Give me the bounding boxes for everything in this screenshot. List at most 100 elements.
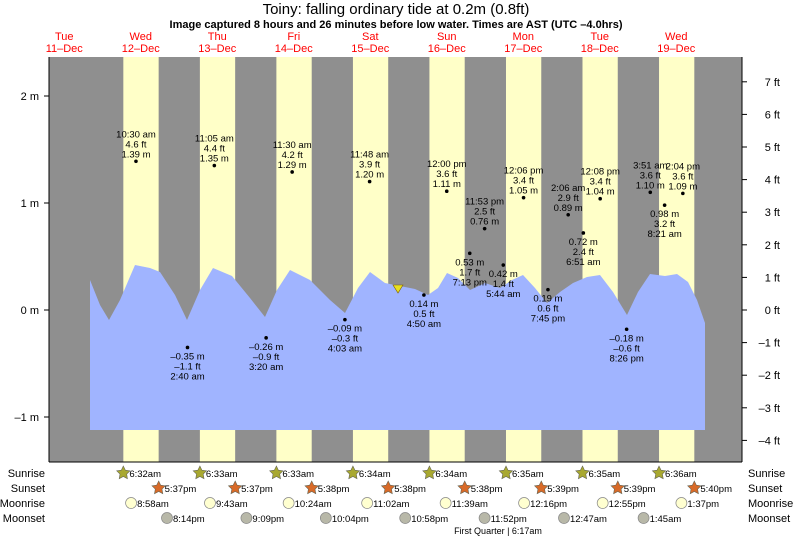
row-event-time: 5:39pm bbox=[547, 484, 579, 495]
high-tide-point bbox=[482, 226, 487, 231]
row-event-time: 1:37pm bbox=[687, 499, 719, 510]
high-tide-point bbox=[444, 189, 449, 194]
row-event-time: 10:58pm bbox=[411, 514, 448, 525]
extreme-m: 1.39 m bbox=[121, 149, 150, 160]
high-tide-point bbox=[290, 170, 294, 174]
low-tide-point bbox=[624, 327, 629, 332]
moonrise-icon bbox=[204, 497, 216, 509]
chart-subtitle: Image captured 8 hours and 26 minutes be… bbox=[170, 19, 623, 31]
extreme-ft: 1.4 ft bbox=[493, 279, 514, 290]
extreme-time: 3:51 am bbox=[633, 160, 667, 171]
row-label-right: Moonset bbox=[748, 513, 790, 525]
water-level-area bbox=[90, 265, 705, 430]
row-event-time: 10:24am bbox=[295, 499, 332, 510]
row-event-time: 6:35am bbox=[588, 469, 620, 480]
extreme-m: 0.42 m bbox=[489, 269, 518, 280]
sunset-icon bbox=[151, 480, 166, 495]
extreme-time: 2:06 am bbox=[551, 183, 585, 194]
extreme-time: 4:03 am bbox=[328, 344, 362, 355]
right-tick-label: –4 ft bbox=[759, 435, 780, 447]
day-date: 18–Dec bbox=[581, 43, 619, 55]
sunrise-icon bbox=[498, 465, 514, 480]
extreme-m: 1.05 m bbox=[509, 186, 538, 197]
day-date: 16–Dec bbox=[428, 43, 466, 55]
extreme-time: 2:40 am bbox=[170, 371, 204, 382]
extreme-time: 12:00 pm bbox=[427, 159, 467, 170]
moonset-icon bbox=[478, 512, 491, 524]
left-tick-label: –1 m bbox=[15, 412, 39, 424]
extreme-ft: 3.6 ft bbox=[672, 171, 693, 182]
low-tide-point bbox=[467, 251, 472, 256]
extreme-ft: 4.4 ft bbox=[204, 144, 225, 155]
right-tick-label: –1 ft bbox=[759, 338, 780, 350]
extreme-m: –0.26 m bbox=[249, 342, 283, 353]
right-tick-label: 5 ft bbox=[765, 142, 780, 154]
row-event-time: 5:39pm bbox=[624, 484, 656, 495]
row-event-time: 6:35am bbox=[512, 469, 544, 480]
row-event-time: 5:38pm bbox=[471, 484, 503, 495]
extreme-time: 11:53 pm bbox=[465, 197, 504, 208]
extreme-time: 11:05 am bbox=[195, 134, 234, 145]
high-tide-point bbox=[566, 212, 570, 217]
sunset-icon bbox=[687, 480, 702, 495]
row-event-time: 5:38pm bbox=[318, 484, 350, 495]
left-tick-label: 1 m bbox=[21, 198, 39, 210]
sunrise-icon bbox=[269, 465, 284, 480]
right-tick-label: –3 ft bbox=[759, 403, 780, 415]
moonset-icon bbox=[637, 512, 650, 524]
moon-phase: First Quarter | 6:17am bbox=[454, 526, 542, 536]
extreme-ft: 3.4 ft bbox=[590, 177, 611, 188]
right-tick-label: 6 ft bbox=[765, 109, 780, 121]
extreme-time: 3:20 am bbox=[249, 362, 283, 373]
sunrise-icon bbox=[192, 465, 208, 480]
sunrise-icon bbox=[651, 465, 667, 480]
day-date: 14–Dec bbox=[275, 43, 313, 55]
row-event-time: 6:34am bbox=[359, 469, 391, 480]
extreme-time: 12:08 pm bbox=[580, 167, 620, 178]
low-tide-point bbox=[264, 336, 268, 340]
extreme-m: 1.10 m bbox=[636, 180, 665, 191]
row-event-time: 8:58am bbox=[137, 499, 169, 510]
extreme-time: 6:51 am bbox=[566, 257, 600, 268]
extreme-m: 1.20 m bbox=[355, 170, 384, 181]
row-event-time: 5:37pm bbox=[241, 484, 273, 495]
right-tick-label: 3 ft bbox=[765, 207, 780, 219]
high-tide-point bbox=[212, 163, 217, 168]
moonset-icon bbox=[161, 512, 173, 524]
moonset-icon bbox=[319, 512, 332, 524]
extreme-m: 0.98 m bbox=[650, 209, 679, 220]
extreme-m: 0.89 m bbox=[554, 203, 583, 214]
day-date: 12–Dec bbox=[122, 43, 160, 55]
extreme-ft: 3.6 ft bbox=[640, 170, 661, 181]
row-label-right: Sunrise bbox=[748, 468, 785, 480]
extreme-m: 1.29 m bbox=[278, 160, 307, 171]
extreme-time: 10:30 am bbox=[116, 129, 156, 140]
extreme-ft: 1.7 ft bbox=[459, 267, 480, 278]
day-name: Tue bbox=[55, 31, 74, 43]
day-date: 17–Dec bbox=[504, 43, 542, 55]
day-labels: Tue11–DecWed12–DecThu13–DecFri14–DecSat1… bbox=[46, 31, 696, 55]
high-tide-point bbox=[521, 195, 526, 200]
current-level-marker-icon bbox=[392, 284, 404, 294]
day-name: Thu bbox=[208, 31, 227, 43]
extreme-m: 0.76 m bbox=[470, 217, 499, 228]
sunset-icon bbox=[380, 480, 396, 495]
row-event-time: 6:33am bbox=[282, 469, 314, 480]
row-event-time: 6:33am bbox=[206, 469, 238, 480]
row-event-time: 9:09pm bbox=[252, 514, 284, 525]
high-tide-point bbox=[681, 191, 685, 196]
row-event-time: 12:47am bbox=[570, 514, 607, 525]
left-tick-label: 2 m bbox=[21, 91, 39, 103]
extreme-m: 1.35 m bbox=[200, 154, 229, 165]
day-date: 11–Dec bbox=[46, 43, 84, 55]
extreme-ft: –0.9 ft bbox=[253, 352, 280, 363]
low-tide-point bbox=[422, 293, 426, 297]
right-tick-label: 4 ft bbox=[765, 175, 780, 187]
sunset-icon bbox=[610, 480, 626, 495]
extreme-time: 8:26 pm bbox=[609, 353, 643, 364]
sun-moon-rows: Sunrise Sunrise 6:32am 6:33am 6:33am 6:34am 6:… bbox=[0, 465, 793, 525]
day-name: Sun bbox=[437, 31, 457, 43]
extreme-ft: –1.1 ft bbox=[174, 361, 201, 372]
extreme-ft: 2.4 ft bbox=[573, 247, 594, 258]
